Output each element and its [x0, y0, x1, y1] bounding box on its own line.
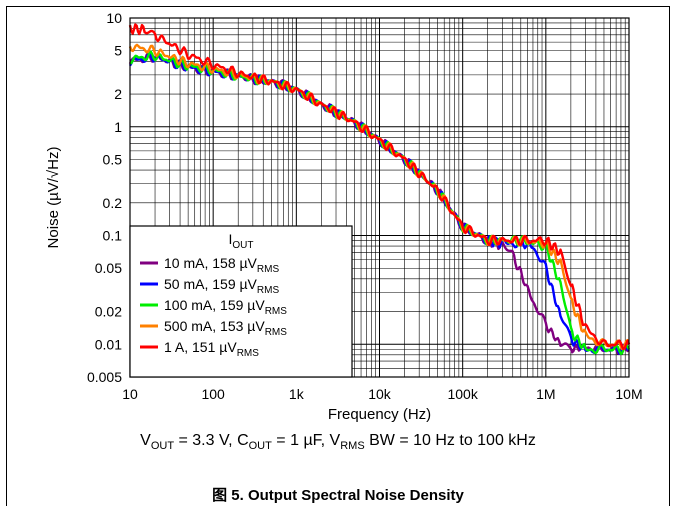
tick-labels: 10 100 1k 10k 100k 1M 10M 10 5 2 1 0.5 0.2 0.1 0.05 0.0…: [87, 10, 643, 402]
y-tick-label: 5: [114, 43, 122, 59]
test-conditions: VOUT = 3.3 V, COUT = 1 µF, VRMS BW = 10 …: [140, 432, 536, 453]
x-tick-label: 100k: [447, 386, 478, 402]
y-tick-label: 0.05: [95, 260, 122, 276]
frame-right-border: [669, 6, 670, 506]
legend-entry-label: 100 mA, 159 µVRMS: [164, 297, 287, 317]
frame-top-border: [6, 6, 670, 7]
y-axis-label: Noise (µV/√Hz): [45, 147, 62, 249]
plot-area-border: [129, 17, 630, 378]
x-tick-label: 10: [122, 386, 138, 402]
y-tick-label: 1: [114, 119, 122, 135]
x-tick-label: 10M: [615, 386, 642, 402]
noise-density-chart: 10 100 1k 10k 100k 1M 10M 10 5 2 1 0.5 0.2 0.1 0.05 0.0…: [45, 10, 643, 423]
legend-title: IOUT: [229, 231, 254, 251]
legend-entry-label: 1 A, 151 µVRMS: [164, 339, 259, 359]
x-tick-label: 1M: [536, 386, 555, 402]
legend-entry-label: 50 mA, 159 µVRMS: [164, 276, 279, 296]
y-tick-label: 0.005: [87, 369, 122, 385]
series-line-5: [128, 23, 631, 351]
frame-left-border: [6, 6, 7, 506]
y-tick-label: 10: [106, 10, 122, 26]
y-tick-label: 0.5: [103, 151, 123, 167]
x-tick-label: 100: [201, 386, 225, 402]
x-axis-label: Frequency (Hz): [328, 406, 431, 423]
y-tick-label: 2: [114, 86, 122, 102]
y-tick-label: 0.01: [95, 336, 122, 352]
x-tick-label: 1k: [289, 386, 305, 402]
y-tick-label: 0.02: [95, 304, 122, 320]
series-group: [128, 23, 631, 355]
y-tick-label: 0.1: [103, 228, 123, 244]
y-tick-label: 0.2: [103, 195, 123, 211]
legend-box: [129, 225, 353, 378]
legend-entry-label: 500 mA, 153 µVRMS: [164, 318, 287, 338]
figure-caption: 图 5. Output Spectral Noise Density: [212, 487, 464, 504]
x-tick-label: 10k: [368, 386, 392, 402]
legend-entry-label: 10 mA, 158 µVRMS: [164, 255, 279, 275]
